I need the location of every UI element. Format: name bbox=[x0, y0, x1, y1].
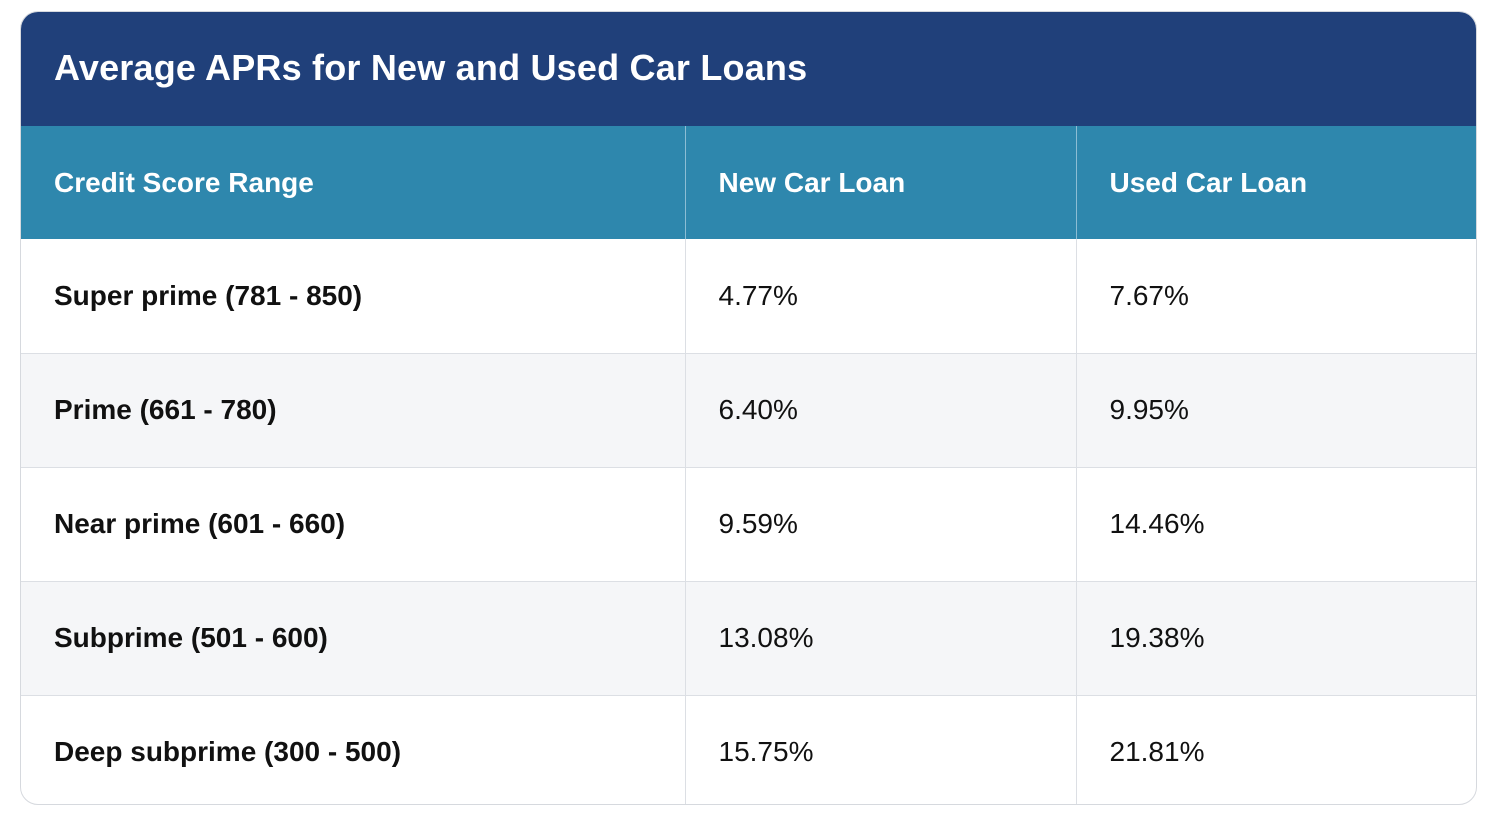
table-row: Prime (661 - 780) 6.40% 9.95% bbox=[21, 352, 1476, 467]
column-header-used-car-loan: Used Car Loan bbox=[1075, 126, 1476, 239]
credit-range-cell: Subprime (501 - 600) bbox=[21, 580, 685, 695]
used-car-apr-cell: 9.95% bbox=[1075, 352, 1476, 467]
new-car-apr-cell: 4.77% bbox=[684, 239, 1076, 353]
column-header-credit-score: Credit Score Range bbox=[21, 126, 685, 239]
apr-table: Credit Score Range New Car Loan Used Car… bbox=[21, 126, 1476, 804]
table-row: Subprime (501 - 600) 13.08% 19.38% bbox=[21, 580, 1476, 695]
apr-table-card: Average APRs for New and Used Car Loans … bbox=[20, 11, 1477, 805]
title-bar: Average APRs for New and Used Car Loans bbox=[21, 12, 1476, 126]
used-car-apr-cell: 14.46% bbox=[1075, 466, 1476, 581]
table-title: Average APRs for New and Used Car Loans bbox=[54, 47, 808, 88]
table-row: Super prime (781 - 850) 4.77% 7.67% bbox=[21, 239, 1476, 353]
new-car-apr-cell: 9.59% bbox=[684, 466, 1076, 581]
used-car-apr-cell: 7.67% bbox=[1075, 239, 1476, 353]
used-car-apr-cell: 21.81% bbox=[1075, 694, 1476, 804]
credit-range-cell: Super prime (781 - 850) bbox=[54, 279, 363, 311]
table-row: Near prime (601 - 660) 9.59% 14.46% bbox=[21, 466, 1476, 581]
credit-range-cell: Deep subprime (300 - 500) bbox=[21, 694, 685, 804]
used-car-apr-cell: 19.38% bbox=[1075, 580, 1476, 695]
column-header-new-car-loan: New Car Loan bbox=[684, 126, 1076, 239]
credit-range-cell: Near prime (601 - 660) bbox=[21, 466, 685, 581]
credit-range-cell: Prime (661 - 780) bbox=[21, 352, 685, 467]
new-car-apr-cell: 13.08% bbox=[684, 580, 1076, 695]
table-row: Deep subprime (300 - 500) 15.75% 21.81% bbox=[21, 694, 1476, 804]
new-car-apr-cell: 15.75% bbox=[684, 694, 1076, 804]
new-car-apr-cell: 6.40% bbox=[684, 352, 1076, 467]
header-row: Credit Score Range New Car Loan Used Car… bbox=[21, 126, 1476, 239]
